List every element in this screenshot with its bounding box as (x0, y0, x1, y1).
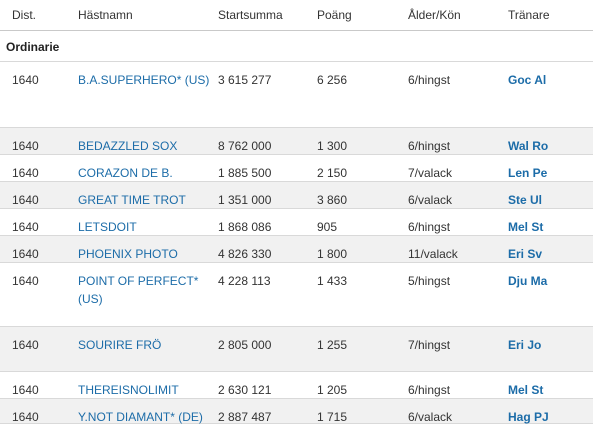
cell-age-sex: 6/valack (408, 193, 453, 207)
cell-dist: 1640 (12, 193, 39, 207)
cell-start-sum: 4 826 330 (218, 247, 272, 261)
trainer-link[interactable]: Dju Ma (508, 274, 548, 288)
table-row: 1640 SOURIRE FRÖ 2 805 000 1 255 7/hingst Eri… (0, 327, 593, 372)
cell-start-sum: 8 762 000 (218, 139, 272, 153)
horse-name-link[interactable]: SOURIRE FRÖ (78, 338, 162, 352)
cell-age-sex: 11/valack (408, 247, 458, 261)
horse-name-link[interactable]: THEREISNOLIMIT (78, 383, 179, 397)
table-body: 1640 B.A.SUPERHERO* (US) 3 615 277 6 256 6/h… (0, 62, 593, 424)
cell-dist: 1640 (12, 247, 39, 261)
table-row: 1640 PHOENIX PHOTO 4 826 330 1 800 11/valack… (0, 236, 593, 263)
horse-name-link[interactable]: PHOENIX PHOTO (78, 247, 178, 261)
cell-points: 1 715 (317, 410, 348, 424)
horse-name-link[interactable]: BEDAZZLED SOX (78, 139, 178, 153)
trainer-link[interactable]: Ste Ul (508, 193, 543, 207)
cell-age-sex: 5/hingst (408, 274, 451, 288)
table-row: 1640 THEREISNOLIMIT 2 630 121 1 205 6/hingst… (0, 372, 593, 399)
cell-start-sum: 1 868 086 (218, 220, 272, 234)
cell-points: 1 255 (317, 338, 348, 352)
cell-points: 3 860 (317, 193, 348, 207)
horse-name-link[interactable]: LETSDOIT (78, 220, 137, 234)
cell-points: 1 800 (317, 247, 348, 261)
header-age-sex: Ålder/Kön (408, 8, 461, 22)
section-title: Ordinarie (6, 40, 60, 54)
table-row: 1640 Y.NOT DIAMANT* (DE) 2 887 487 1 715 6/v… (0, 399, 593, 424)
trainer-link[interactable]: Wal Ro (508, 139, 549, 153)
table-row: 1640 BEDAZZLED SOX 8 762 000 1 300 6/hingst W… (0, 128, 593, 155)
trainer-link[interactable]: Len Pe (508, 166, 548, 180)
cell-start-sum: 2 887 487 (218, 410, 272, 424)
trainer-link[interactable]: Mel St (508, 220, 544, 234)
table-row: 1640 POINT OF PERFECT* (US) 4 228 113 1 433… (0, 263, 593, 327)
trainer-link[interactable]: Mel St (508, 383, 544, 397)
cell-points: 1 300 (317, 139, 348, 153)
cell-age-sex: 6/valack (408, 410, 453, 424)
cell-age-sex: 7/valack (408, 166, 453, 180)
cell-dist: 1640 (12, 220, 39, 234)
header-start-sum: Startsumma (218, 8, 283, 22)
horse-name-link[interactable]: GREAT TIME TROT (78, 193, 186, 207)
cell-dist: 1640 (12, 410, 39, 424)
cell-dist: 1640 (12, 338, 39, 352)
cell-points: 1 205 (317, 383, 348, 397)
cell-age-sex: 6/hingst (408, 220, 451, 234)
header-dist: Dist. (12, 8, 36, 22)
cell-start-sum: 4 228 113 (218, 274, 271, 288)
cell-age-sex: 6/hingst (408, 73, 451, 87)
table-row: 1640 B.A.SUPERHERO* (US) 3 615 277 6 256 6/h… (0, 62, 593, 128)
horse-name-link[interactable]: Y.NOT DIAMANT* (DE) (78, 410, 203, 424)
cell-dist: 1640 (12, 383, 39, 397)
cell-points: 1 433 (317, 274, 348, 288)
cell-dist: 1640 (12, 73, 39, 87)
cell-dist: 1640 (12, 166, 39, 180)
header-trainer: Tränare (508, 8, 550, 22)
table-row: 1640 CORAZON DE B. 1 885 500 2 150 7/valack L… (0, 155, 593, 182)
cell-start-sum: 1 885 500 (218, 166, 272, 180)
cell-age-sex: 6/hingst (408, 139, 451, 153)
cell-age-sex: 6/hingst (408, 383, 451, 397)
horse-name-link[interactable]: POINT OF PERFECT* (US) (78, 274, 199, 306)
trainer-link[interactable]: Hag PJ (508, 410, 549, 424)
table-row: 1640 LETSDOIT 1 868 086 905 6/hingst Mel St (0, 209, 593, 236)
section-label-row: Ordinarie (0, 31, 593, 62)
trainer-link[interactable]: Goc Al (508, 73, 547, 87)
table-header-row: Dist. Hästnamn Startsumma Poäng Ålder/Kö… (0, 0, 593, 31)
cell-dist: 1640 (12, 274, 39, 288)
cell-points: 905 (317, 220, 338, 234)
cell-start-sum: 3 615 277 (218, 73, 272, 87)
horse-name-link[interactable]: CORAZON DE B. (78, 166, 173, 180)
cell-points: 6 256 (317, 73, 348, 87)
trainer-link[interactable]: Eri Sv (508, 247, 543, 261)
cell-start-sum: 2 805 000 (218, 338, 272, 352)
cell-points: 2 150 (317, 166, 348, 180)
header-horse-name: Hästnamn (78, 8, 133, 22)
horse-name-link[interactable]: B.A.SUPERHERO* (US) (78, 73, 210, 87)
trainer-link[interactable]: Eri Jo (508, 338, 542, 352)
cell-age-sex: 7/hingst (408, 338, 451, 352)
cell-dist: 1640 (12, 139, 39, 153)
table-row: 1640 GREAT TIME TROT 1 351 000 3 860 6/valac… (0, 182, 593, 209)
cell-start-sum: 1 351 000 (218, 193, 272, 207)
cell-start-sum: 2 630 121 (218, 383, 272, 397)
header-points: Poäng (317, 8, 352, 22)
